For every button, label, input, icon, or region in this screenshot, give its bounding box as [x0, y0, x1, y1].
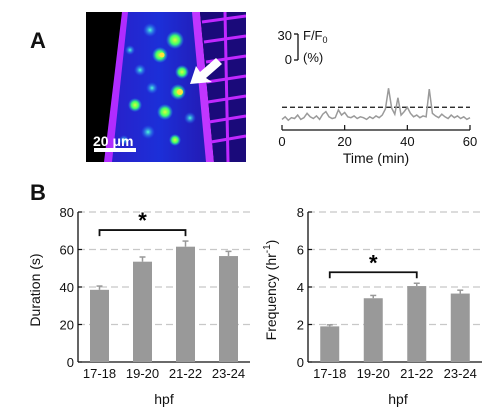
frequency-bar — [407, 286, 427, 362]
duration-y-tick-label: 60 — [60, 243, 74, 258]
duration-y-tick-label: 80 — [60, 205, 74, 220]
fluorescence-image: 20 μm — [86, 12, 246, 162]
arrow-icon — [190, 58, 222, 84]
frequency-bar — [450, 293, 470, 362]
frequency-category-label: 17-18 — [313, 366, 346, 381]
duration-bar — [176, 246, 195, 362]
cells — [119, 23, 196, 146]
duration-significance-star: * — [138, 208, 147, 233]
trace-scale-bottom: 0 — [285, 52, 292, 67]
frequency-significance-bracket — [328, 271, 418, 279]
duration-x-label: hpf — [154, 391, 174, 407]
trace-x-label: Time (min) — [343, 150, 409, 166]
frequency-chart: Frequency (hr-1) hpf 0 2 4 6 8 17-18 19-20 21-2… — [262, 205, 482, 407]
trace-x-tick-label: 0 — [278, 134, 285, 149]
frequency-y-tick-label: 4 — [297, 280, 304, 295]
duration-category-label: 17-18 — [83, 366, 116, 381]
scale-bar-label: 20 μm — [93, 133, 133, 149]
scale-bar — [94, 148, 136, 152]
trace-x-ticks: 0 20 40 60 — [278, 125, 477, 149]
frequency-bar — [363, 298, 383, 362]
frequency-y-tick-label: 2 — [297, 318, 304, 333]
duration-category-label: 23-24 — [212, 366, 245, 381]
trace-chart: 0 20 40 60 Time (min) — [278, 88, 477, 166]
trace-scale-bar: 30 0 F/F0 (%) — [278, 28, 328, 67]
duration-significance-bracket — [98, 229, 187, 237]
frequency-category-label: 21-22 — [400, 366, 433, 381]
frequency-x-label: hpf — [388, 391, 408, 407]
duration-bar — [133, 261, 152, 362]
duration-bar — [219, 256, 238, 362]
duration-y-tick-label: 40 — [60, 280, 74, 295]
duration-category-label: 21-22 — [169, 366, 202, 381]
trace-x-tick-label: 40 — [400, 134, 414, 149]
trace-series-line — [281, 88, 471, 122]
frequency-y-tick-label: 0 — [297, 355, 304, 370]
frequency-y-tick-label: 8 — [297, 205, 304, 220]
frequency-significance-star: * — [369, 250, 378, 275]
duration-category-label: 19-20 — [126, 366, 159, 381]
duration-chart: Duration (s) hpf 0 20 40 60 80 17-18 19-20 21-2… — [27, 205, 250, 407]
trace-scale-quantity: F/F0 — [303, 28, 328, 45]
frequency-category-label: 19-20 — [357, 366, 390, 381]
frequency-category-label: 23-24 — [444, 366, 477, 381]
tissue-stripes — [201, 12, 246, 162]
panel-label-b: B — [30, 180, 46, 205]
panel-label-a: A — [30, 28, 46, 53]
duration-bar — [90, 289, 109, 362]
trace-scale-unit: (%) — [303, 50, 323, 65]
trace-scale-top: 30 — [278, 28, 292, 43]
trace-x-tick-label: 60 — [463, 134, 477, 149]
frequency-bar — [320, 326, 340, 362]
duration-y-tick-label: 0 — [67, 355, 74, 370]
frequency-y-tick-label: 6 — [297, 243, 304, 258]
trace-x-tick-label: 20 — [337, 134, 351, 149]
duration-y-label: Duration (s) — [27, 253, 43, 326]
frequency-y-label: Frequency (hr-1) — [262, 240, 279, 341]
duration-y-tick-label: 20 — [60, 318, 74, 333]
